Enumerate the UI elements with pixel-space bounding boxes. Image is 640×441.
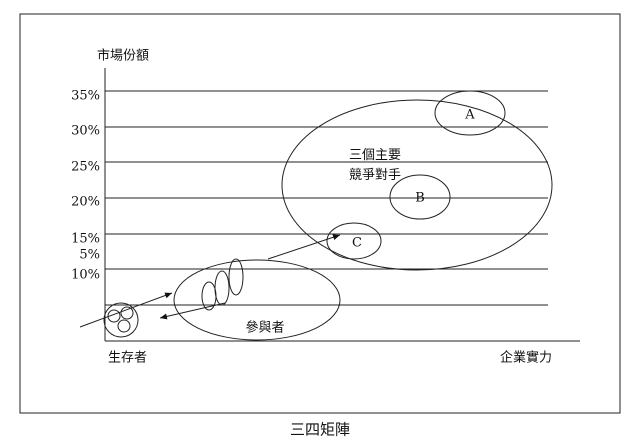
small-circle [120, 306, 134, 320]
caption: 三四矩陣 [290, 421, 350, 439]
arrow [159, 302, 226, 320]
y-tick-label: 10% [71, 268, 100, 283]
bubble-label: A [464, 108, 475, 123]
y-tick-label: 35% [71, 89, 100, 104]
bubble-label: C [352, 236, 362, 251]
small-circle [107, 309, 121, 323]
bubble-label: B [415, 191, 425, 206]
y-tick-label: 15% [71, 232, 100, 247]
bubble-c [326, 222, 382, 260]
survivors-label: 生存者 [108, 351, 147, 366]
bubble-a [434, 90, 506, 136]
leaders-label: 三個主要競爭對手 [349, 148, 401, 183]
y-tick-label: 20% [71, 195, 100, 210]
small-ellipse [214, 270, 230, 306]
bubble-b [389, 174, 451, 220]
small-ellipse [228, 258, 244, 296]
leaders-ellipse [281, 99, 553, 271]
y-tick-label: 30% [71, 124, 100, 139]
x-axis-label: 企業實力 [500, 350, 552, 366]
participants-ellipse [173, 259, 341, 341]
arrow [267, 234, 341, 260]
survivors-circle [103, 302, 139, 338]
frame [19, 13, 621, 414]
small-circle [117, 319, 131, 333]
y-axis-label: 市場份額 [97, 48, 149, 64]
grid [105, 90, 548, 306]
y-tick-label: 5% [79, 248, 100, 263]
arrow [79, 292, 173, 328]
participants-label: 參與者 [245, 321, 284, 336]
y-tick-label: 25% [71, 160, 100, 175]
